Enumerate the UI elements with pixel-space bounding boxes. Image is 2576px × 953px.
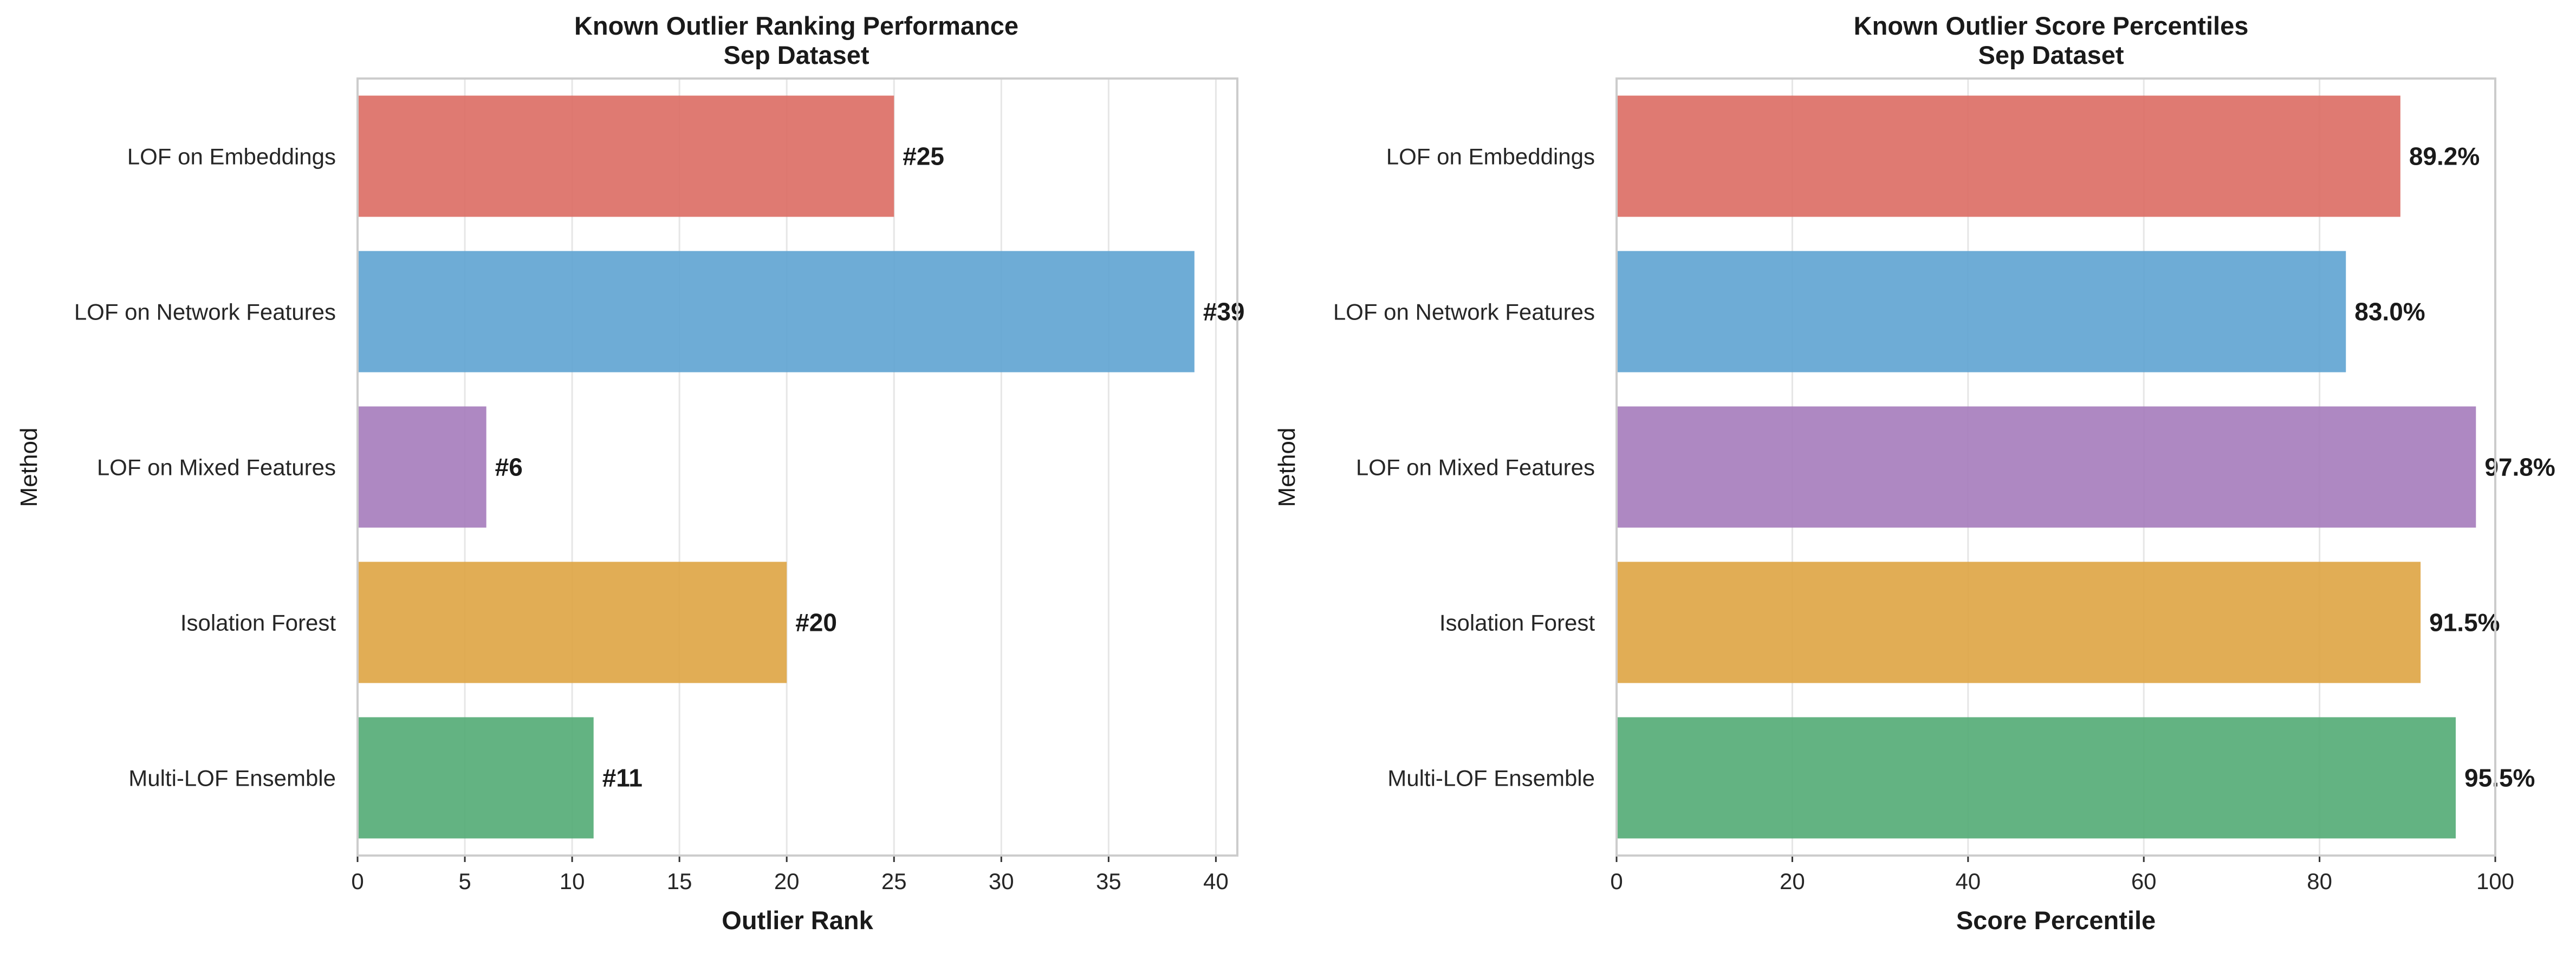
percentile-chart-bars — [1617, 95, 2476, 839]
percentile-x-tick-label: 40 — [1955, 869, 1981, 894]
percentile-x-tick-label: 100 — [2476, 869, 2514, 894]
ranking-x-tick-label: 10 — [560, 869, 585, 894]
ranking-chart-x-axis-label: Outlier Rank — [722, 906, 873, 935]
percentile-bar — [1617, 95, 2400, 217]
percentile-bar — [1617, 562, 2421, 683]
ranking-bar-value-label: #11 — [602, 764, 643, 792]
ranking-x-tick-label: 0 — [351, 869, 364, 894]
ranking-chart-panel: Known Outlier Ranking Performance Sep Da… — [16, 11, 1245, 935]
ranking-x-tick-label: 20 — [774, 869, 800, 894]
percentile-bar-value-label: 91.5% — [2429, 609, 2500, 637]
percentile-bar — [1617, 251, 2346, 373]
percentile-x-tick-label: 60 — [2131, 869, 2157, 894]
ranking-chart-bars — [358, 95, 1195, 839]
percentile-chart-x-ticks: 0 20 40 60 80 100 — [1610, 856, 2514, 894]
percentile-bar-value-label: 95.5% — [2464, 764, 2535, 792]
percentile-bar — [1617, 406, 2476, 528]
ranking-x-tick-label: 15 — [667, 869, 692, 894]
percentile-x-tick-label: 0 — [1610, 869, 1623, 894]
ranking-x-tick-label: 35 — [1096, 869, 1121, 894]
percentile-chart-x-axis-label: Score Percentile — [1956, 906, 2156, 935]
percentile-category-label: LOF on Embeddings — [1386, 144, 1595, 169]
percentile-bar-value-label: 97.8% — [2484, 453, 2555, 481]
ranking-x-tick-label: 5 — [458, 869, 471, 894]
ranking-bar — [358, 406, 486, 528]
ranking-category-label: LOF on Mixed Features — [97, 455, 336, 480]
ranking-chart-frame — [356, 77, 1238, 857]
percentile-chart-data-labels: 89.2% 83.0% 97.8% 91.5% 95.5% — [2354, 142, 2555, 792]
percentile-bar-value-label: 89.2% — [2409, 142, 2480, 171]
ranking-x-tick-label: 25 — [881, 869, 907, 894]
percentile-x-tick-label: 20 — [1780, 869, 1805, 894]
ranking-category-label: Isolation Forest — [180, 610, 336, 636]
ranking-bar-value-label: #6 — [495, 453, 523, 481]
percentile-chart-frame — [1615, 77, 2496, 857]
ranking-bar-value-label: #39 — [1203, 298, 1245, 326]
percentile-x-tick-label: 80 — [2307, 869, 2332, 894]
ranking-x-tick-label: 40 — [1203, 869, 1229, 894]
percentile-bar — [1617, 717, 2456, 839]
ranking-chart-data-labels: #25 #39 #6 #20 #11 — [495, 142, 1245, 792]
percentile-category-label: Multi-LOF Ensemble — [1387, 766, 1595, 791]
percentile-category-label: LOF on Mixed Features — [1356, 455, 1595, 480]
ranking-chart-category-labels: LOF on Embeddings LOF on Network Features… — [74, 144, 336, 791]
percentile-chart-category-labels: LOF on Embeddings LOF on Network Features… — [1333, 144, 1595, 791]
ranking-bar — [358, 562, 787, 683]
ranking-bar — [358, 717, 594, 839]
percentile-bar-value-label: 83.0% — [2354, 298, 2425, 326]
ranking-bar-value-label: #25 — [903, 142, 944, 171]
ranking-chart-x-ticks: 0 5 10 15 20 25 30 35 40 — [351, 856, 1229, 894]
percentile-chart-panel: Known Outlier Score Percentiles Sep Data… — [1274, 11, 2555, 935]
percentile-category-label: Isolation Forest — [1439, 610, 1595, 636]
percentile-chart-title: Known Outlier Score Percentiles — [1854, 11, 2249, 40]
percentile-chart-y-axis-label: Method — [1274, 428, 1300, 507]
percentile-category-label: LOF on Network Features — [1333, 299, 1595, 325]
percentile-chart-subtitle: Sep Dataset — [1978, 41, 2124, 69]
ranking-chart-title: Known Outlier Ranking Performance — [574, 11, 1018, 40]
ranking-chart-subtitle: Sep Dataset — [723, 41, 869, 69]
ranking-category-label: LOF on Network Features — [74, 299, 336, 325]
ranking-category-label: LOF on Embeddings — [127, 144, 336, 169]
ranking-bar — [358, 251, 1195, 373]
ranking-category-label: Multi-LOF Ensemble — [128, 766, 336, 791]
ranking-bar — [358, 95, 894, 217]
ranking-x-tick-label: 30 — [989, 869, 1014, 894]
ranking-bar-value-label: #20 — [795, 609, 837, 637]
ranking-chart-y-axis-label: Method — [16, 428, 42, 507]
